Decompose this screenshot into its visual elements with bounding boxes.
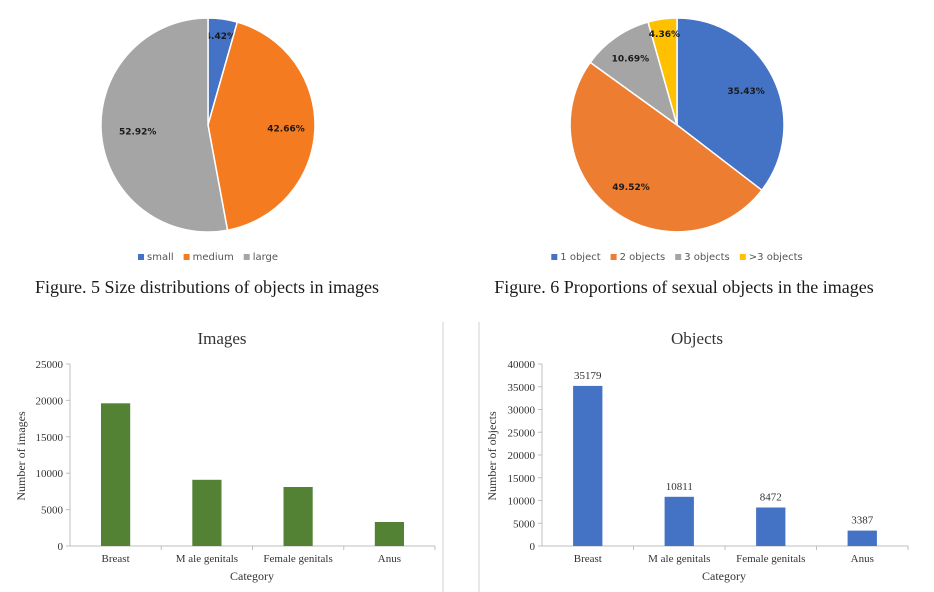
bar-data-label: 8472: [760, 492, 782, 504]
bar-m-ale-genitals: [664, 496, 694, 546]
pie-data-label: 4.36%: [649, 30, 680, 40]
objects-x-axis-label: Category: [702, 569, 746, 583]
objects-y-axis-label: Number of objects: [485, 411, 499, 501]
bar-chart-images: Images Category Number of images 0 5000 10…: [14, 329, 436, 583]
legend-item-1-object: 1 object: [551, 252, 601, 263]
y-tick-label: 35000: [508, 382, 536, 394]
y-tick-label: 40000: [508, 359, 536, 371]
legend-swatch: [739, 254, 746, 260]
bar-breast: [573, 385, 603, 546]
x-tick-label: Female genitals: [736, 553, 805, 565]
images-y-axis-label: Number of images: [14, 411, 28, 501]
y-tick-label: 10000: [508, 496, 536, 508]
y-tick-label: 5000: [513, 518, 536, 530]
x-tick-label: Anus: [851, 553, 874, 565]
bar-breast: [101, 403, 131, 546]
legend-item-small: small: [138, 252, 174, 263]
legend-swatch: [675, 254, 682, 260]
bar-data-label: 35179: [574, 370, 602, 382]
y-tick-label: 25000: [36, 359, 64, 371]
pie-slice-1-object: [676, 17, 785, 192]
x-tick-label: Anus: [378, 553, 401, 565]
bar-female-genitals: [756, 507, 786, 546]
legend-label: small: [147, 252, 174, 263]
legend-label: >3 objects: [749, 252, 803, 263]
y-tick-label: 15000: [508, 473, 536, 485]
figure-6-caption: Figure. 6 Proportions of sexual objects …: [494, 277, 873, 297]
pie-data-label: 42.66%: [267, 125, 305, 135]
pie-slice-3-objects: [647, 17, 678, 126]
x-tick-label: Breast: [102, 553, 130, 565]
pie-data-label: 10.69%: [612, 54, 650, 64]
pie-data-label: 4.42%: [205, 32, 236, 42]
pie-slice-3-objects: [589, 21, 679, 127]
legend-label: 1 object: [560, 252, 600, 263]
pie-slice-large: [100, 17, 229, 233]
pie-slice-medium: [207, 21, 316, 232]
y-tick-label: 0: [530, 541, 536, 553]
legend-label: medium: [193, 252, 234, 263]
y-tick-label: 15000: [36, 432, 64, 444]
x-tick-label: M ale genitals: [648, 553, 710, 565]
legend-swatch: [138, 254, 144, 260]
legend-item-medium: medium: [183, 252, 234, 263]
pie-chart-size-distribution: 4.42% 42.66% 52.92%: [100, 17, 316, 233]
legend-item-large: large: [243, 252, 278, 263]
bar-data-label: 10811: [666, 481, 693, 493]
pie-objects-legend: 1 object 2 objects 3 objects >3 objects: [551, 252, 803, 263]
legend-swatch: [183, 254, 190, 260]
legend-label: 3 objects: [684, 252, 730, 263]
legend-label: large: [253, 252, 278, 263]
pie-slice-2-objects: [569, 61, 763, 233]
legend-item-3-objects: 3 objects: [675, 252, 730, 263]
pie-chart-object-proportions: 35.43% 49.52% 10.69% 4.36%: [569, 17, 785, 233]
x-tick-label: M ale genitals: [176, 553, 238, 565]
y-tick-label: 20000: [36, 395, 64, 407]
pie-data-label: 49.52%: [612, 183, 650, 193]
y-tick-label: 0: [58, 541, 64, 553]
bar-female-genitals: [283, 487, 313, 546]
y-tick-label: 20000: [508, 450, 536, 462]
legend-swatch: [551, 254, 558, 260]
legend-item-2-objects: 2 objects: [610, 252, 666, 263]
y-tick-label: 30000: [508, 405, 536, 417]
bar-m-ale-genitals: [192, 479, 222, 546]
y-tick-label: 5000: [41, 505, 64, 517]
y-tick-label: 10000: [36, 468, 64, 480]
bar-anus: [374, 522, 404, 546]
x-tick-label: Breast: [574, 553, 602, 565]
objects-chart-title: Objects: [671, 329, 723, 348]
legend-swatch: [243, 254, 250, 260]
legend-swatch: [610, 254, 617, 260]
legend-label: 2 objects: [620, 252, 666, 263]
bar-anus: [847, 530, 877, 546]
pie-size-legend: small medium large: [138, 252, 278, 263]
bar-data-label: 3387: [851, 515, 874, 527]
figure-5-caption: Figure. 5 Size distributions of objects …: [35, 277, 379, 297]
legend-item-3-objects: >3 objects: [739, 252, 803, 263]
bar-chart-objects: Objects Category Number of objects 0 5000…: [485, 329, 909, 583]
y-tick-label: 25000: [508, 427, 536, 439]
images-x-axis-label: Category: [230, 569, 274, 583]
x-tick-label: Female genitals: [263, 553, 332, 565]
pie-data-label: 52.92%: [119, 128, 157, 138]
images-chart-title: Images: [197, 329, 246, 348]
pie-data-label: 35.43%: [727, 87, 765, 97]
